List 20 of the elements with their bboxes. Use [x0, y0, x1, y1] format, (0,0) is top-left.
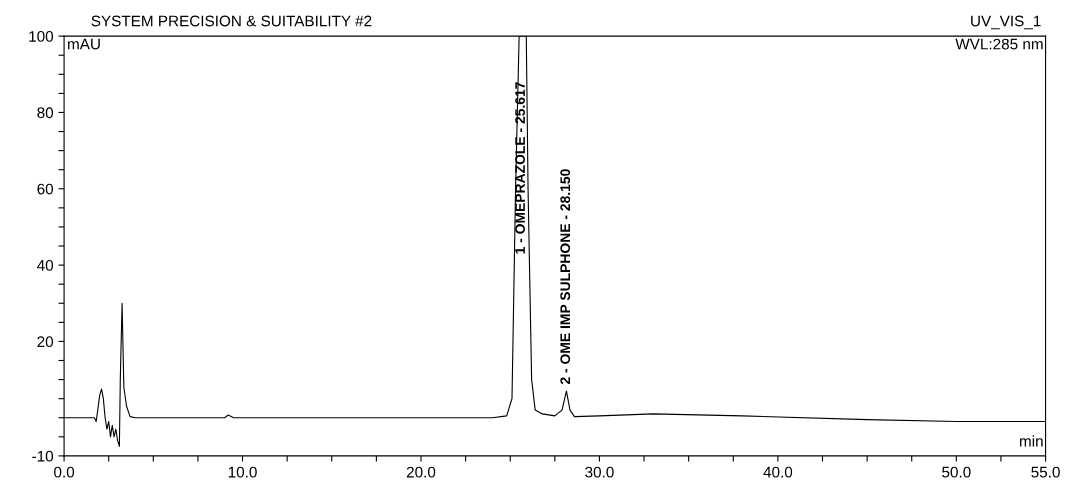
- annotation: 1 - OMEPRAZOLE - 25.617: [515, 82, 525, 254]
- y-axis-title: mAU: [68, 38, 100, 50]
- y-tick-label: 100: [29, 31, 54, 42]
- x-tick-label: 40.0: [763, 466, 793, 478]
- x-axis-title: min: [1020, 435, 1043, 447]
- y-tick-label: 20: [37, 336, 54, 348]
- x-tick-label: 10.0: [228, 466, 257, 478]
- x-tick-label: 30.0: [585, 466, 614, 478]
- y-tick-label: 60: [37, 183, 54, 195]
- x-tick-label: 0.0: [54, 466, 75, 478]
- annotation: WVL:285 nm: [955, 38, 1043, 50]
- y-tick-label: -10: [32, 450, 54, 462]
- chart-subtitle: UV_VIS_1: [971, 15, 1041, 30]
- y-tick-label: 40: [37, 259, 54, 271]
- chart-title: SYSTEM PRECISION & SUITABILITY #2: [91, 15, 372, 27]
- x-tick-label: 55.0: [1031, 466, 1060, 478]
- y-tick-label: 80: [37, 107, 54, 119]
- x-tick-label: 50.0: [942, 466, 971, 478]
- x-tick-label: 20.0: [406, 466, 436, 478]
- annotation: 2 - OME IMP SULPHONE - 28.150: [560, 169, 571, 385]
